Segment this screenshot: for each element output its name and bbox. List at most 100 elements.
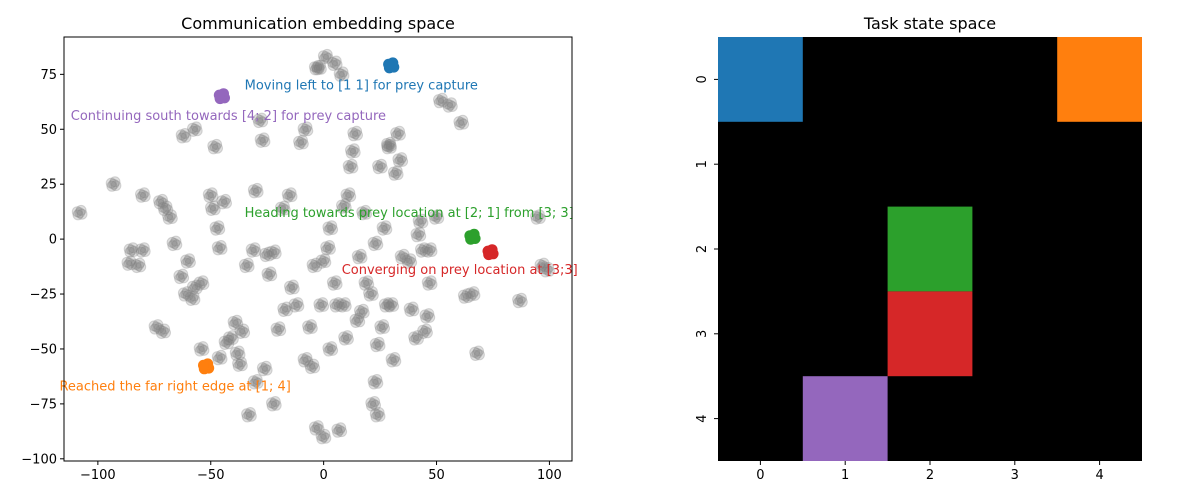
scatter-point [421, 242, 438, 258]
scatter-point [308, 420, 325, 436]
x-tick-label: 100 [537, 468, 562, 483]
scatter-point [180, 253, 196, 269]
scatter-point [218, 334, 235, 350]
scatter-background-points [71, 48, 555, 445]
scatter-point [238, 257, 255, 274]
scatter-point [153, 193, 169, 210]
scatter-point [317, 48, 334, 65]
heatmap-cell [887, 291, 973, 377]
scatter-point [336, 297, 352, 313]
heatmap-x-tick-label: 4 [1095, 468, 1103, 483]
heatmap-x-tick-label: 0 [756, 468, 764, 483]
highlight-label: Moving left to [1 1] for prey capture [245, 78, 478, 93]
heatmap-cell [802, 376, 888, 461]
scatter-y-axis: −100 −75 −50 −25 0 25 50 75 [21, 68, 64, 467]
scatter-point [369, 336, 386, 353]
scatter-point [401, 253, 418, 269]
scatter-point [349, 312, 366, 328]
scatter-point [453, 114, 470, 131]
scatter-point [313, 297, 330, 313]
scatter-point [374, 319, 390, 335]
scatter-point [315, 253, 332, 269]
scatter-axes-frame [63, 36, 573, 462]
x-tick-label: −100 [80, 468, 116, 483]
heatmap-panel: Task state space 0 1 2 3 4 0 1 2 3 4 [695, 14, 1142, 483]
scatter-point [417, 323, 433, 339]
highlight-label: Reached the far right edge at [1; 4] [59, 379, 290, 394]
scatter-point [408, 330, 424, 346]
heatmap-x-axis: 0 1 2 3 4 [756, 461, 1104, 483]
scatter-x-axis: −100 −50 0 50 100 [80, 461, 562, 483]
scatter-point [175, 128, 192, 144]
scatter-point [71, 204, 88, 221]
scatter-point [315, 428, 332, 445]
scatter-point [232, 356, 248, 372]
heatmap-cell [1057, 37, 1142, 122]
scatter-point [259, 246, 275, 263]
scatter-point [512, 292, 528, 309]
y-tick-label: 25 [40, 178, 57, 193]
scatter-point [284, 279, 300, 295]
scatter-point [363, 286, 379, 302]
scatter-point [302, 319, 318, 335]
scatter-point [378, 297, 395, 313]
scatter-point [534, 257, 551, 274]
scatter-point [381, 138, 397, 155]
heatmap-y-tick-label: 3 [695, 330, 710, 338]
scatter-point [433, 92, 449, 109]
heatmap-y-tick-label: 4 [695, 414, 710, 422]
scatter-point [266, 244, 282, 260]
scatter-point [338, 330, 354, 346]
scatter-point [245, 242, 262, 258]
scatter-point [345, 143, 361, 159]
highlight-point [198, 358, 215, 375]
scatter-point [415, 242, 431, 258]
heatmap-y-tick-label: 1 [695, 160, 710, 168]
scatter-point [234, 323, 251, 339]
scatter-point [223, 330, 239, 346]
highlight-point [383, 57, 400, 74]
scatter-point [209, 220, 226, 236]
scatter-point [227, 314, 244, 331]
scatter-point [403, 301, 420, 317]
heatmap-y-tick-label: 0 [695, 75, 710, 83]
scatter-point [281, 187, 298, 203]
scatter-point [247, 374, 264, 390]
x-tick-label: −50 [197, 468, 224, 483]
heatmap-cell [887, 206, 973, 292]
heatmap-x-tick-label: 2 [926, 468, 934, 483]
scatter-point [173, 268, 190, 285]
y-tick-label: −50 [30, 342, 57, 357]
scatter-point [464, 286, 481, 302]
scatter-point [252, 112, 269, 129]
scatter-point [358, 275, 375, 291]
scatter-point [187, 279, 203, 295]
scatter-point [392, 152, 409, 168]
scatter-point [297, 121, 314, 137]
y-tick-label: 75 [40, 68, 57, 83]
scatter-point [270, 321, 287, 337]
scatter-point [148, 319, 165, 335]
highlight-label: Continuing south towards [4; 2] for prey… [71, 109, 386, 124]
scatter-point [320, 240, 336, 256]
heatmap-x-tick-label: 1 [841, 468, 849, 483]
scatter-point [372, 158, 388, 175]
scatter-point [326, 55, 343, 71]
scatter-point [130, 257, 147, 274]
highlight-point [213, 88, 230, 105]
highlight-point [482, 244, 499, 261]
x-tick-label: 50 [428, 468, 445, 483]
heatmap-title: Task state space [863, 14, 996, 33]
scatter-point [410, 226, 427, 243]
scatter-point [369, 407, 386, 423]
scatter-point [293, 134, 309, 151]
heatmap-cell [718, 37, 803, 122]
scatter-point [166, 235, 183, 252]
scatter-point [356, 204, 372, 221]
scatter-point [530, 209, 546, 225]
scatter-point [216, 193, 232, 210]
scatter-point [266, 396, 282, 412]
scatter-point [277, 301, 293, 317]
highlight-label: Heading towards prey location at [2; 1] … [245, 206, 574, 221]
scatter-point [322, 220, 339, 236]
